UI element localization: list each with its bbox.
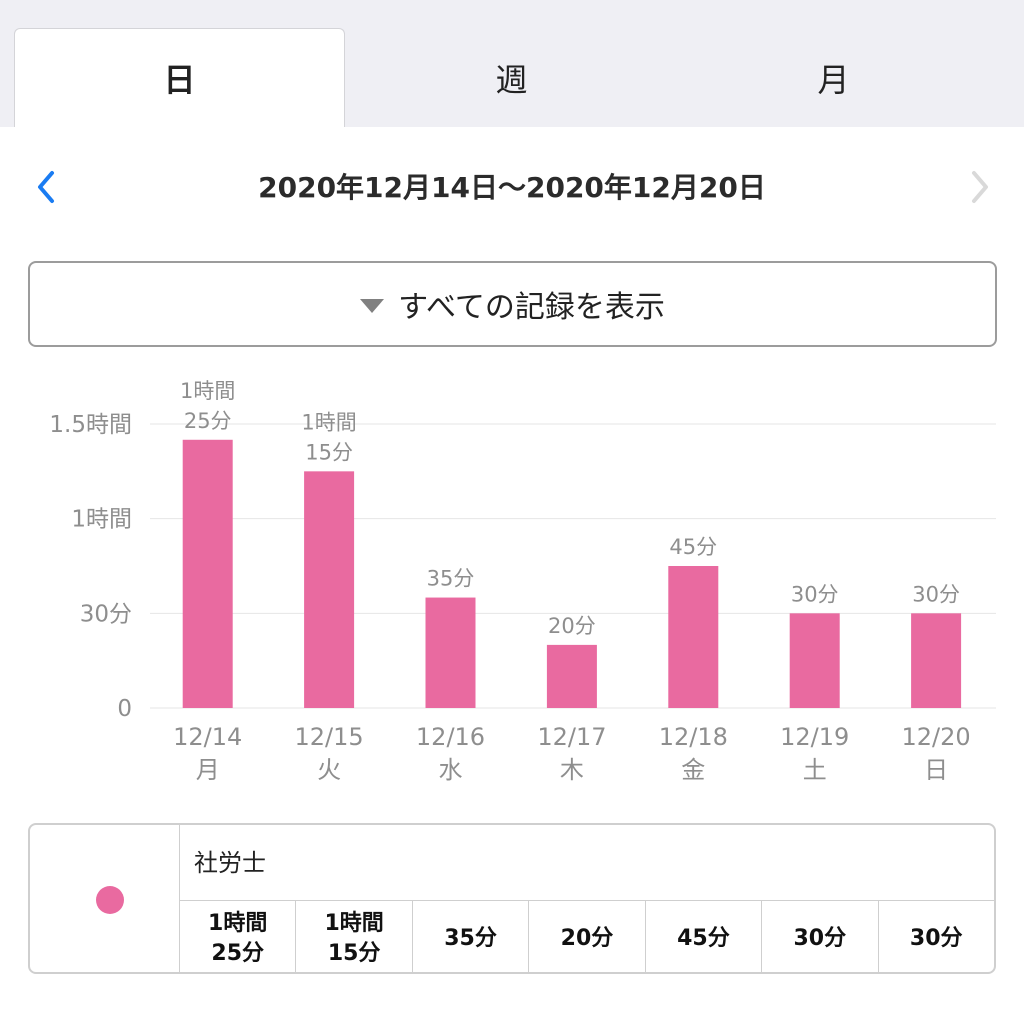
x-tick-label-weekday: 木 xyxy=(560,756,584,784)
data-label: 30分 xyxy=(912,582,960,606)
data-label: 35分 xyxy=(427,567,475,591)
date-range-label: 2020年12月14日〜2020年12月20日 xyxy=(258,171,766,204)
data-label: 25分 xyxy=(184,409,232,433)
bar xyxy=(425,597,476,708)
period-tab-bar: 日 週 月 xyxy=(0,0,1024,127)
value-cell-1216: 35分 xyxy=(413,901,530,972)
bar xyxy=(668,566,719,708)
next-week-button[interactable] xyxy=(958,167,998,207)
value-cell-1219: 30分 xyxy=(762,901,879,972)
series-color-dot xyxy=(96,886,124,914)
data-label: 1時間 xyxy=(301,410,356,434)
data-label: 1時間 xyxy=(180,379,235,403)
bar xyxy=(546,644,597,708)
x-tick-label-weekday: 金 xyxy=(681,756,705,784)
y-tick-label: 0 xyxy=(117,696,132,722)
x-tick-label-weekday: 月 xyxy=(196,756,220,784)
date-range-header: 2020年12月14日〜2020年12月20日 xyxy=(0,155,1024,221)
data-label: 15分 xyxy=(305,440,353,464)
x-tick-label-date: 12/15 xyxy=(295,723,364,751)
bar xyxy=(911,613,962,708)
bar xyxy=(789,613,840,708)
chevron-left-icon xyxy=(38,171,54,203)
tab-month-label: 月 xyxy=(817,60,850,99)
tab-week-label: 週 xyxy=(495,60,528,99)
x-tick-label-date: 12/14 xyxy=(173,723,242,751)
value-cell-1218: 45分 xyxy=(646,901,763,972)
x-tick-label-date: 12/18 xyxy=(659,723,728,751)
tab-week[interactable]: 週 xyxy=(346,28,677,127)
data-label: 20分 xyxy=(548,614,596,638)
x-tick-label-date: 12/16 xyxy=(416,723,485,751)
tab-day-label: 日 xyxy=(163,61,196,99)
daily-study-time-bar-chart: 0 30分 1時間 1.5時間 1時間 25分 12/14 月 1時間 15分 12/15 火 35分 1… xyxy=(49,379,996,784)
value-cell-1220: 30分 xyxy=(909,925,963,951)
data-label: 30分 xyxy=(791,582,839,606)
x-tick-label-weekday: 日 xyxy=(924,756,948,784)
series-summary-table: 社労士 1時間 25分 1時間 15分 35分 20分 45分 30分 30分 xyxy=(28,823,996,974)
tab-day[interactable]: 日 xyxy=(14,28,345,127)
previous-week-button[interactable] xyxy=(28,167,68,207)
legend-color-cell xyxy=(30,825,180,972)
bar xyxy=(304,471,355,708)
triangle-down-icon xyxy=(360,299,385,313)
x-tick-label-date: 12/19 xyxy=(780,723,849,751)
y-tick-label: 30分 xyxy=(80,601,132,627)
y-tick-label: 1.5時間 xyxy=(49,412,132,438)
tab-month[interactable]: 月 xyxy=(668,28,999,127)
data-label: 45分 xyxy=(669,535,717,559)
x-tick-label-weekday: 火 xyxy=(317,756,341,784)
x-tick-label-date: 12/20 xyxy=(902,723,971,751)
x-tick-label-date: 12/17 xyxy=(537,723,606,751)
x-tick-label-weekday: 土 xyxy=(803,756,827,784)
value-cell-1217: 20分 xyxy=(529,901,646,972)
y-tick-label: 1時間 xyxy=(71,507,132,533)
series-name: 社労士 xyxy=(180,825,994,901)
value-cell-1214: 1時間 25分 xyxy=(180,901,297,972)
show-all-records-label: すべての記録を表示 xyxy=(398,290,665,325)
x-tick-label-weekday: 水 xyxy=(439,756,463,784)
show-all-records-button[interactable]: すべての記録を表示 xyxy=(28,261,997,347)
bar xyxy=(182,439,233,708)
series-values-row: 1時間 25分 1時間 15分 35分 20分 45分 30分 30分 xyxy=(180,901,994,972)
value-cell-1215: 1時間 15分 xyxy=(296,901,413,972)
chevron-right-icon xyxy=(972,171,988,203)
